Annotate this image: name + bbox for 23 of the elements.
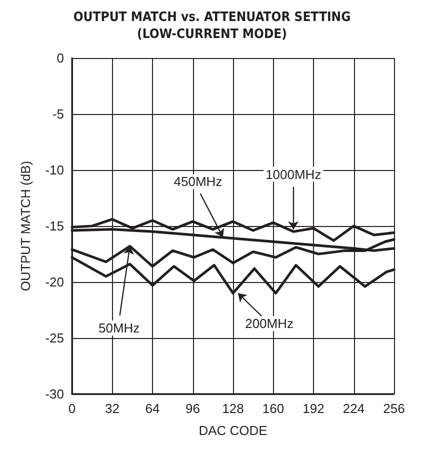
x-tick-label: 0 bbox=[68, 401, 76, 416]
annotation: 50MHz bbox=[98, 320, 140, 336]
annotation: 450MHz bbox=[174, 174, 222, 190]
chart-title: OUTPUT MATCH vs. ATTENUATOR SETTING (LOW-CURRENT MODE) bbox=[73, 10, 351, 42]
y-tick-label: -5 bbox=[52, 106, 64, 122]
x-axis-title: DAC CODE bbox=[198, 423, 268, 438]
x-tick-label: 224 bbox=[342, 401, 365, 416]
y-tick-label: -20 bbox=[45, 274, 64, 290]
y-tick-label: -10 bbox=[45, 162, 64, 178]
annotation: 200MHz bbox=[245, 316, 294, 332]
y-tick-label: 0 bbox=[56, 50, 64, 66]
y-axis-title: OUTPUT MATCH (dB) bbox=[18, 160, 33, 292]
x-tick-label: 96 bbox=[186, 401, 200, 416]
x-tick-label: 128 bbox=[222, 401, 244, 416]
x-tick-label: 32 bbox=[105, 401, 120, 416]
x-tick-label: 64 bbox=[145, 401, 160, 416]
annotation: 1000MHz bbox=[266, 166, 322, 182]
y-tick-label: -30 bbox=[45, 386, 64, 402]
x-tick-label: 256 bbox=[383, 401, 405, 416]
y-tick-label: -15 bbox=[45, 218, 64, 234]
x-tick-label: 160 bbox=[262, 401, 284, 416]
x-tick-label: 192 bbox=[302, 401, 324, 416]
y-tick-label: -25 bbox=[45, 330, 64, 346]
